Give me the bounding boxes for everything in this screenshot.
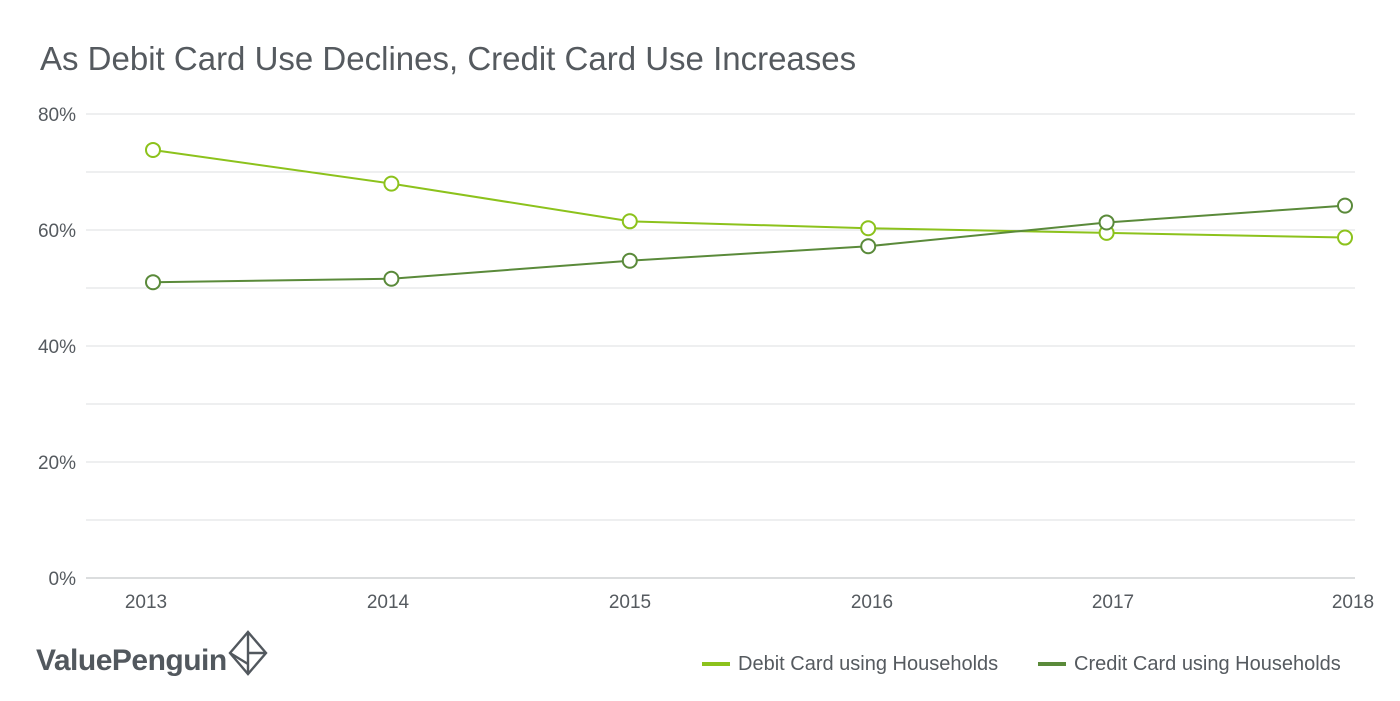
valuepenguin-logo-icon — [228, 630, 268, 676]
series-group — [145, 141, 1353, 291]
data-point — [1337, 229, 1353, 246]
series-line — [152, 148, 1346, 239]
x-tick-label: 2014 — [367, 592, 410, 613]
legend-label-credit: Credit Card using Households — [1074, 652, 1341, 675]
data-point — [860, 220, 877, 237]
legend-label-debit: Debit Card using Households — [738, 652, 999, 675]
series-credit — [145, 197, 1353, 291]
data-point — [145, 274, 161, 291]
y-tick-label: 20% — [38, 453, 76, 474]
data-point — [383, 270, 400, 287]
data-point — [621, 252, 638, 269]
x-tick-label: 2017 — [1092, 592, 1134, 613]
chart-title: As Debit Card Use Declines, Credit Card … — [40, 40, 857, 77]
y-tick-label: 80% — [38, 105, 76, 126]
y-tick-label: 0% — [49, 569, 77, 590]
data-point — [621, 213, 638, 230]
grid-lines — [86, 113, 1355, 579]
x-tick-label: 2018 — [1332, 592, 1374, 613]
y-tick-label: 60% — [38, 221, 76, 242]
x-tick-labels: 2013 2014 2015 2016 2017 2018 — [125, 592, 1374, 613]
data-point — [383, 175, 400, 192]
legend-swatch-debit — [702, 662, 730, 666]
x-tick-label: 2013 — [125, 592, 167, 613]
legend-swatch-credit — [1038, 662, 1066, 666]
legend-item-credit: Credit Card using Households — [1038, 652, 1341, 676]
data-point — [860, 238, 877, 255]
data-point — [1337, 197, 1353, 214]
brand-name: ValuePenguin — [36, 644, 227, 677]
data-point — [145, 141, 161, 158]
series-debit — [145, 141, 1353, 246]
x-tick-label: 2015 — [609, 592, 651, 613]
data-point — [1098, 214, 1115, 231]
y-tick-labels: 0% 20% 40% 60% 80% — [38, 105, 76, 590]
y-tick-label: 40% — [38, 337, 76, 358]
x-tick-label: 2016 — [851, 592, 893, 613]
legend-item-debit: Debit Card using Households — [702, 652, 998, 676]
series-line — [152, 204, 1346, 284]
